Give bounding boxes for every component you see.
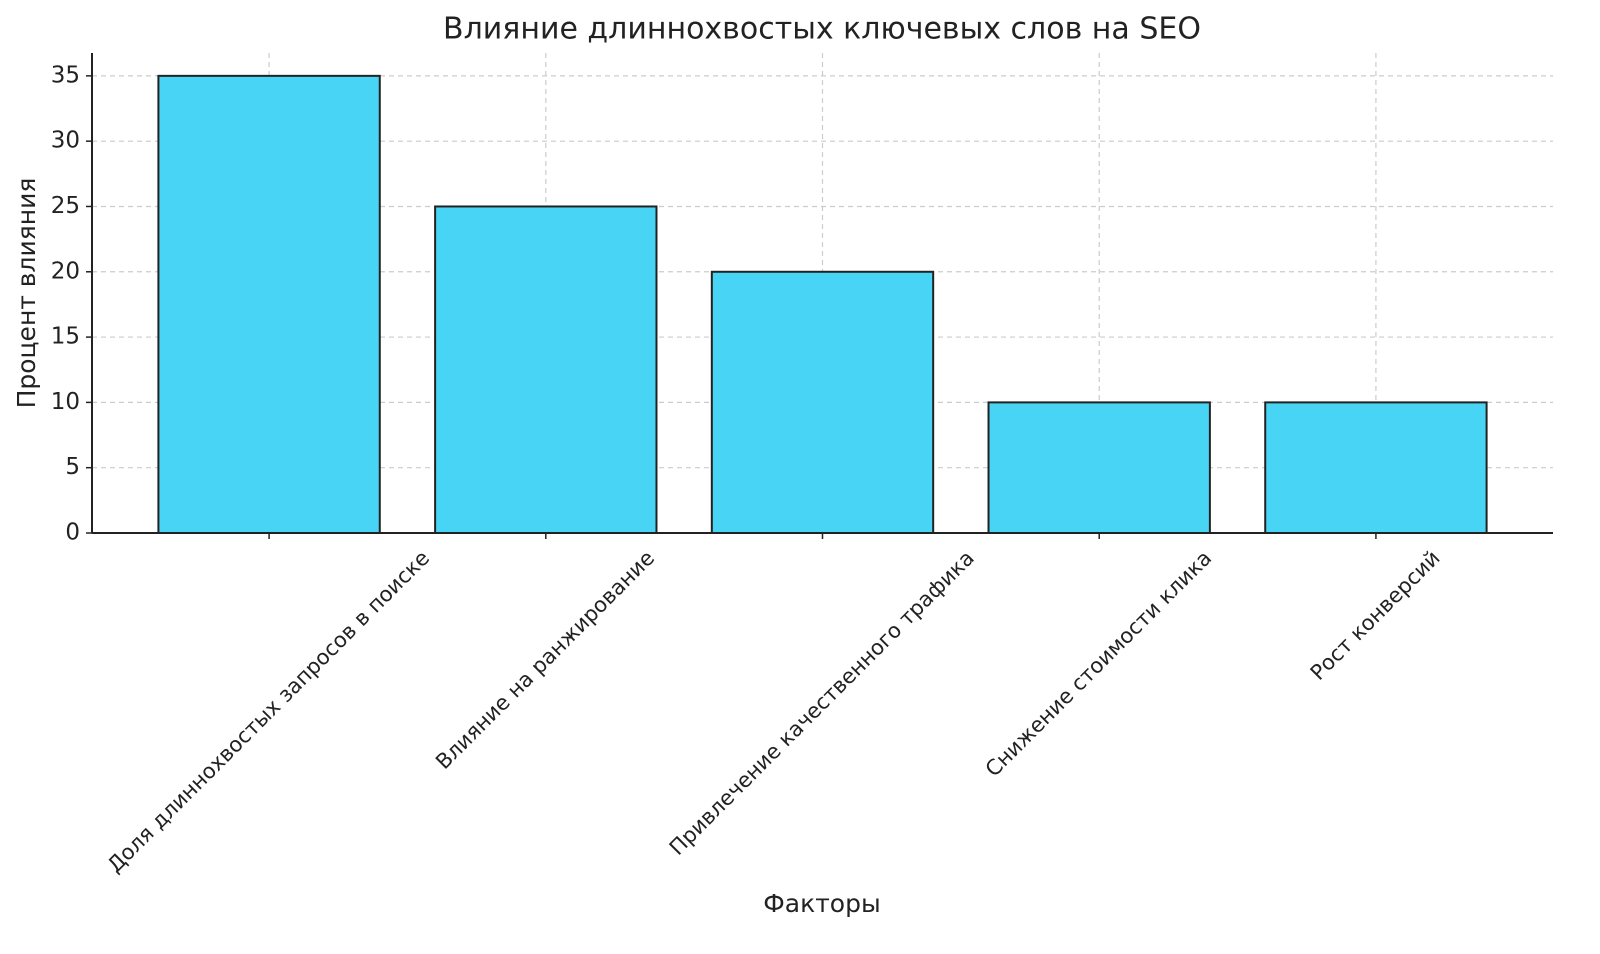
bar (1264, 401, 1488, 534)
bar (987, 401, 1211, 534)
y-tick-label: 0 (65, 520, 80, 546)
x-tick-label: Привлечение качественного трафика (665, 546, 979, 860)
chart-title: Влияние длиннохвостых ключевых слов на S… (443, 12, 1201, 47)
y-tick-label: 35 (51, 62, 80, 88)
bar (434, 205, 658, 534)
y-tick-label: 10 (51, 389, 80, 415)
bar (710, 270, 935, 534)
bar (157, 74, 381, 534)
y-tick-label: 25 (51, 193, 80, 219)
x-tick-label: Снижение стоимости клика (981, 546, 1217, 782)
x-axis-label: Факторы (763, 889, 880, 918)
y-axis-label: Процент влияния (12, 178, 41, 409)
y-tick-label: 15 (51, 324, 80, 350)
y-tick-label: 20 (51, 258, 80, 284)
y-tick-label: 30 (51, 128, 80, 154)
x-tick-label: Рост конверсий (1306, 546, 1445, 685)
y-tick-label: 5 (65, 454, 80, 480)
x-tick-label: Влияние на ранжирование (431, 546, 659, 774)
x-tick-label: Доля длиннохвостых запросов в поиске (103, 546, 435, 878)
